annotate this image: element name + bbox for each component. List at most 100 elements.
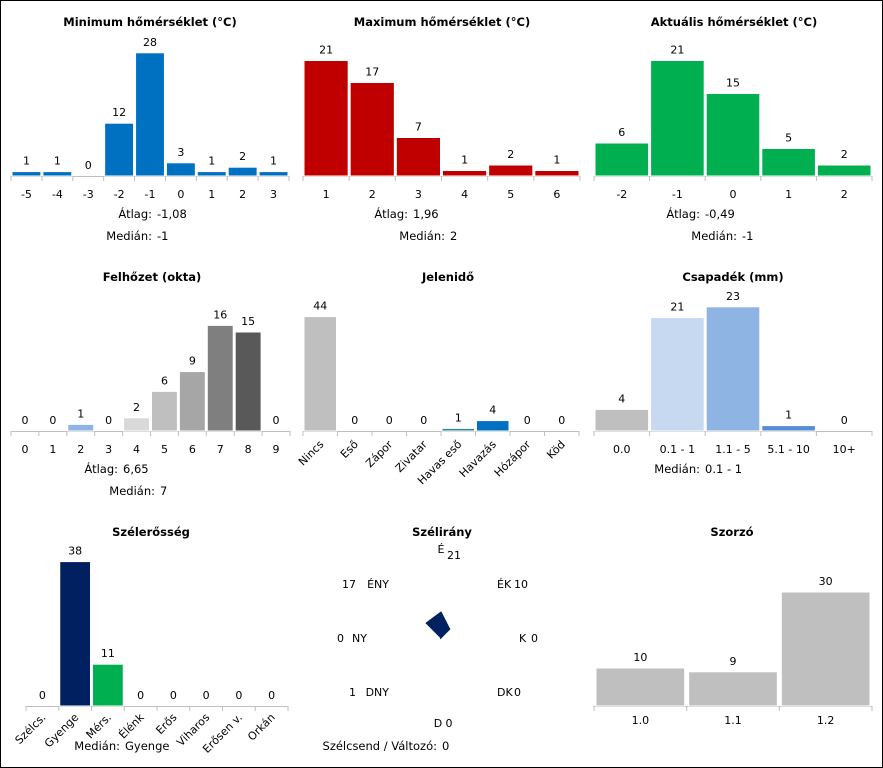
data-label: 15 <box>241 315 255 328</box>
tick-label: 4 <box>133 443 140 456</box>
tick-label: 3 <box>270 188 277 201</box>
direction-label: ÉK <box>497 578 512 591</box>
chart-title: Aktuális hőmérséklet (°C) <box>651 15 818 29</box>
bar <box>595 667 686 707</box>
bar <box>761 148 816 177</box>
tick-label: -4 <box>52 188 63 201</box>
stat-label: Átlag: <box>118 206 152 221</box>
bar <box>135 52 165 177</box>
tick-label: 1.1 <box>724 714 742 727</box>
bar <box>303 316 337 432</box>
data-label: 0 <box>386 414 393 427</box>
data-label: 1 <box>77 407 84 420</box>
data-label: 5 <box>785 132 792 145</box>
tick-label: 8 <box>245 443 252 456</box>
bar <box>151 390 178 432</box>
chart-title: Csapadék (mm) <box>682 270 783 284</box>
bar <box>42 171 73 177</box>
bar <box>206 324 234 432</box>
bar <box>178 371 206 432</box>
data-label: 0 <box>203 689 210 702</box>
bar <box>59 561 91 707</box>
bar <box>705 306 761 432</box>
bar <box>441 427 475 432</box>
tick-label: 0.0 <box>613 443 631 456</box>
tick-label: 1 <box>785 188 792 201</box>
bar <box>488 164 534 177</box>
chart-min_temp: Minimum hőmérséklet (°C)1-51-40-312-228-… <box>10 15 290 243</box>
stat-value: 2 <box>450 229 457 243</box>
data-label: 0 <box>524 414 531 427</box>
data-label: 3 <box>177 146 184 159</box>
bar <box>780 591 871 707</box>
direction-label: NY <box>352 632 367 645</box>
bar <box>650 317 705 432</box>
tick-label: -2 <box>616 188 627 201</box>
tick-label: 1 <box>323 188 330 201</box>
data-label: 10 <box>633 651 647 664</box>
bar <box>104 122 135 177</box>
data-label: 0 <box>137 689 144 702</box>
tick-label: Köd <box>544 438 568 462</box>
bar <box>442 170 488 177</box>
tick-label: Nincs <box>296 438 327 469</box>
chart-precip: Csapadék (mm) 4 0.0 21 0.1 - 1 23 1.1 - 5 1 5.1 … <box>593 270 873 476</box>
bar <box>688 671 778 707</box>
tick-label: -1 <box>672 188 683 201</box>
tick-label: -2 <box>114 188 125 201</box>
data-label: 2 <box>507 148 514 161</box>
direction-value: 0 <box>337 632 344 645</box>
stat-label: Átlag: <box>666 206 700 221</box>
data-label: 28 <box>143 36 157 49</box>
bar <box>476 420 510 432</box>
data-label: 44 <box>313 300 327 313</box>
stat-label: Átlag: <box>84 461 118 476</box>
data-label: 1 <box>54 155 61 168</box>
data-label: 23 <box>726 290 740 303</box>
stat-value: 7 <box>160 484 167 498</box>
tick-label: 0.1 - 1 <box>660 443 695 456</box>
bar <box>594 142 650 177</box>
tick-label: 2 <box>369 188 376 201</box>
chart-clouds: Felhőzet (okta) 0 0 0 1 1 2 0 3 2 4 6 5 9 6 16 7 15 8 0 9 Átl… <box>10 270 291 498</box>
bar <box>227 166 258 177</box>
data-label: 17 <box>365 66 379 79</box>
bar <box>705 93 761 177</box>
data-label: 0 <box>21 414 28 427</box>
data-label: 9 <box>730 655 737 668</box>
tick-label: 5 <box>161 443 168 456</box>
tick-label: 7 <box>217 443 224 456</box>
direction-value: 0 <box>531 632 538 645</box>
data-label: 2 <box>133 401 140 414</box>
tick-label: Orkán <box>245 711 278 744</box>
data-label: 0 <box>841 414 848 427</box>
tick-label: Mérs. <box>84 711 114 741</box>
chart-title: Felhőzet (okta) <box>103 270 202 284</box>
stat-value: 6,65 <box>123 462 149 476</box>
stat-value: 1,96 <box>413 207 439 221</box>
bar <box>196 171 227 177</box>
data-label: 30 <box>819 575 833 588</box>
data-label: 1 <box>208 155 215 168</box>
chart-title: Minimum hőmérséklet (°C) <box>63 15 236 29</box>
data-label: 38 <box>68 545 82 558</box>
direction-label: ÉNY <box>367 578 389 591</box>
data-label: 4 <box>489 404 496 417</box>
bar <box>816 164 872 177</box>
tick-label: Hózápor <box>492 438 534 480</box>
chart-wind_strength: Szélerősség0Szélcs.38Gyenge11Mérs.0Élénk… <box>13 525 289 756</box>
direction-label: DK <box>497 686 513 699</box>
data-label: 0 <box>235 689 242 702</box>
data-label: 9 <box>189 355 196 368</box>
tick-label: 6 <box>553 188 560 201</box>
bar <box>234 331 262 432</box>
tick-label: 3 <box>105 443 112 456</box>
data-label: 6 <box>618 126 625 139</box>
chart-title: Maximum hőmérséklet (°C) <box>354 15 531 29</box>
data-label: 21 <box>319 44 333 57</box>
tick-label: Zápor <box>363 438 396 471</box>
bar <box>11 171 42 177</box>
stat-value: 0.1 - 1 <box>705 462 742 476</box>
data-label: 0 <box>170 689 177 702</box>
tick-label: 2 <box>77 443 84 456</box>
